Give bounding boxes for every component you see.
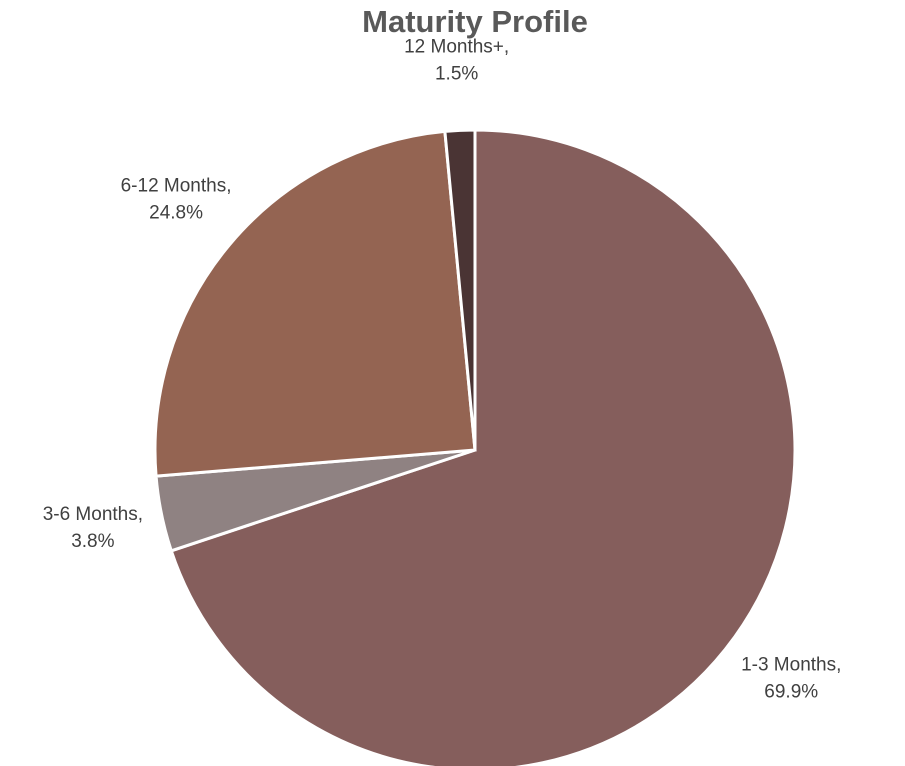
slice-value-label: 3.8%	[71, 531, 114, 552]
slice-category-label: 6-12 Months,	[121, 176, 232, 197]
chart-title: Maturity Profile	[362, 4, 588, 39]
pie-slice	[443, 128, 477, 451]
pie-slice	[153, 129, 477, 478]
slice-category-label: 12 Months+,	[404, 36, 509, 57]
slice-value-label: 1.5%	[435, 63, 478, 84]
slice-value-label: 69.9%	[764, 681, 818, 702]
pie-slice	[169, 128, 797, 766]
slice-category-label: 3-6 Months,	[43, 504, 143, 525]
slice-category-label: 1-3 Months,	[741, 654, 841, 675]
slice-value-label: 24.8%	[149, 203, 203, 224]
